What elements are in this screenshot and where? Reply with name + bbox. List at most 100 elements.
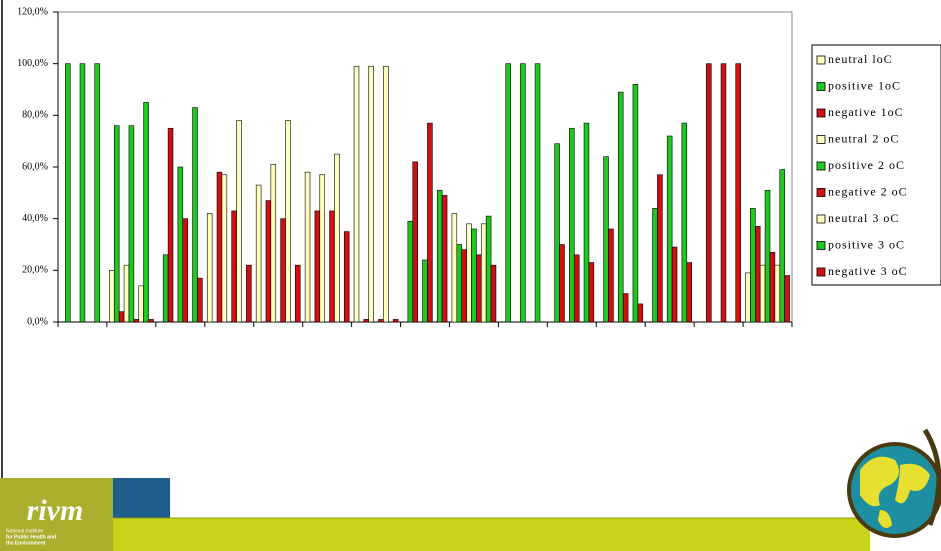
bar bbox=[167, 127, 174, 323]
legend-swatch bbox=[816, 108, 826, 118]
logo-tagline: for Public Health and bbox=[6, 534, 56, 540]
bar bbox=[534, 63, 541, 323]
bar bbox=[461, 249, 467, 323]
bar bbox=[162, 254, 169, 323]
bar bbox=[471, 228, 477, 323]
bar bbox=[79, 63, 86, 323]
legend-swatch bbox=[816, 267, 826, 277]
bar bbox=[206, 213, 213, 323]
bar bbox=[343, 231, 350, 323]
bar bbox=[319, 174, 325, 323]
y-tick-label: 40,0% bbox=[22, 213, 48, 224]
y-tick-label: 120,0% bbox=[17, 6, 48, 17]
bar bbox=[148, 319, 154, 323]
bar bbox=[231, 210, 237, 323]
legend-swatch bbox=[816, 135, 826, 144]
bar bbox=[583, 122, 590, 323]
legend-swatch bbox=[816, 82, 826, 91]
footer-band bbox=[113, 518, 870, 551]
bar bbox=[476, 254, 482, 323]
bar bbox=[363, 319, 370, 323]
bar bbox=[118, 311, 125, 323]
bar bbox=[451, 213, 458, 323]
bar bbox=[407, 220, 414, 323]
bar bbox=[608, 228, 614, 323]
bar bbox=[216, 171, 223, 323]
bar bbox=[769, 251, 776, 323]
bar bbox=[735, 63, 741, 323]
bar bbox=[505, 63, 511, 323]
y-tick-label: 60,0% bbox=[22, 161, 48, 172]
bar bbox=[265, 200, 272, 323]
bar bbox=[764, 189, 771, 323]
bar bbox=[784, 275, 790, 323]
bar bbox=[378, 319, 384, 323]
logo-text: rivm bbox=[27, 494, 84, 527]
bar bbox=[329, 210, 335, 323]
bar bbox=[295, 264, 301, 323]
legend-label: positive 1oC bbox=[828, 78, 901, 92]
legend-swatch bbox=[816, 188, 826, 197]
bar bbox=[109, 270, 115, 323]
legend-swatch bbox=[816, 161, 826, 171]
logo-block bbox=[0, 478, 113, 551]
bar bbox=[720, 63, 727, 323]
bar bbox=[622, 293, 629, 323]
bar bbox=[520, 63, 526, 323]
bar bbox=[314, 210, 321, 323]
bar bbox=[138, 285, 144, 323]
bar bbox=[657, 174, 663, 323]
bar bbox=[334, 153, 340, 323]
bar bbox=[412, 161, 418, 323]
bar bbox=[368, 65, 374, 323]
bar bbox=[480, 223, 487, 323]
bar bbox=[754, 226, 761, 323]
logo-tagline: the Environment bbox=[6, 540, 46, 546]
bar bbox=[671, 246, 678, 323]
bar bbox=[123, 264, 130, 323]
bar bbox=[490, 264, 497, 323]
bar bbox=[304, 171, 311, 323]
bar bbox=[706, 63, 712, 323]
bar bbox=[383, 65, 389, 323]
logo-tagline: National Institute bbox=[6, 528, 43, 534]
bar bbox=[128, 125, 135, 323]
bar bbox=[559, 244, 565, 323]
legend-label: neutral 2 oC bbox=[828, 131, 899, 145]
bar bbox=[182, 218, 188, 323]
bar bbox=[221, 174, 228, 323]
bar bbox=[617, 91, 624, 323]
legend-label: negative 3 oC bbox=[828, 264, 908, 278]
bar bbox=[779, 169, 785, 323]
bar bbox=[236, 120, 242, 323]
bar bbox=[632, 84, 639, 323]
y-tick-label: 0,0% bbox=[27, 316, 48, 327]
legend-swatch bbox=[816, 241, 826, 250]
bar bbox=[603, 156, 609, 323]
bar bbox=[270, 164, 277, 323]
bar bbox=[192, 107, 198, 323]
bar bbox=[456, 244, 463, 323]
legend-label: positive 2 oC bbox=[828, 158, 905, 172]
bar bbox=[255, 184, 262, 323]
bar bbox=[436, 189, 443, 323]
y-tick-label: 100,0% bbox=[17, 58, 48, 69]
bar bbox=[466, 223, 472, 323]
bar bbox=[133, 319, 140, 323]
bar bbox=[666, 135, 673, 323]
bar bbox=[65, 63, 71, 323]
bar bbox=[422, 259, 428, 323]
globe-icon bbox=[847, 428, 941, 538]
bar bbox=[177, 166, 184, 323]
y-tick-label: 20,0% bbox=[22, 265, 48, 276]
bar bbox=[392, 319, 399, 323]
bar bbox=[759, 264, 766, 323]
bar bbox=[280, 218, 286, 323]
legend-box bbox=[811, 44, 941, 286]
bar bbox=[569, 127, 575, 323]
legend-label: negative 2 oC bbox=[828, 184, 908, 198]
bar bbox=[94, 63, 100, 323]
legend-label: neutral loC bbox=[828, 52, 893, 66]
bar bbox=[554, 143, 560, 323]
